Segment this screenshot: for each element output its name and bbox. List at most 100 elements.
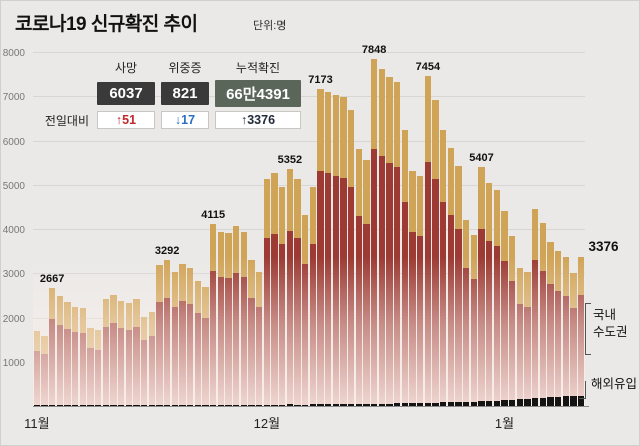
compare-label: 전일대비 bbox=[44, 113, 89, 128]
gridline bbox=[33, 229, 585, 230]
bar bbox=[555, 250, 562, 406]
bar-domestic-segment bbox=[493, 190, 500, 247]
bar-domestic-segment bbox=[386, 77, 393, 163]
bar bbox=[279, 187, 286, 406]
bar bbox=[79, 307, 86, 406]
annotation-label: 3292 bbox=[154, 245, 180, 258]
bar-metro-segment bbox=[386, 162, 393, 406]
annotation-label: 2667 bbox=[39, 273, 65, 285]
bar bbox=[110, 294, 117, 406]
bar-domestic-segment bbox=[394, 82, 401, 167]
bar-metro-segment bbox=[570, 307, 577, 406]
bar-domestic-segment bbox=[332, 95, 339, 177]
annotation-label: 5352 bbox=[277, 154, 303, 167]
bar-domestic-segment bbox=[41, 335, 48, 354]
bar-metro-segment bbox=[187, 303, 194, 406]
bar bbox=[509, 236, 516, 406]
overseas-bar bbox=[532, 398, 539, 406]
bar-domestic-segment bbox=[225, 233, 232, 279]
unit-label: 단위:명 bbox=[253, 20, 287, 32]
bar-domestic-segment bbox=[187, 267, 194, 304]
bar-metro-segment bbox=[325, 173, 332, 406]
bar-domestic-segment bbox=[578, 256, 585, 296]
bar-domestic-segment bbox=[217, 231, 224, 278]
bar-domestic-segment bbox=[263, 179, 270, 239]
bar bbox=[286, 169, 293, 406]
bar-domestic-segment bbox=[532, 209, 539, 261]
bar bbox=[171, 271, 178, 406]
bar-metro-segment bbox=[87, 348, 94, 406]
bar-metro-segment bbox=[371, 149, 378, 406]
bar bbox=[87, 328, 94, 406]
bar-metro-segment bbox=[133, 326, 140, 406]
bar-metro-segment bbox=[432, 179, 439, 406]
bar-metro-segment bbox=[486, 241, 493, 406]
bar-domestic-segment bbox=[56, 296, 63, 325]
x-axis-labels: 11월 12월 1월 bbox=[24, 53, 585, 431]
legend-overseas-pointer-line bbox=[579, 381, 586, 399]
stat-value-deaths: 6037 bbox=[97, 82, 155, 105]
bar bbox=[233, 226, 240, 406]
bar-metro-segment bbox=[210, 271, 217, 406]
bar-domestic-segment bbox=[447, 147, 454, 215]
annotations-layer: 2667 3292 4115 5352 7173 7848 7454 5407 3376 bbox=[33, 44, 619, 407]
stat-value-cumulative: 66만4391 bbox=[215, 80, 301, 107]
bar-domestic-segment bbox=[141, 317, 148, 341]
bar-metro-segment bbox=[294, 238, 301, 406]
legend-metro-label: 수도권 bbox=[593, 325, 628, 339]
bar bbox=[386, 77, 393, 406]
bar bbox=[95, 330, 102, 406]
y-tick-label: 2000 bbox=[2, 313, 25, 325]
stat-value-severe: 821 bbox=[161, 82, 209, 105]
legend-domestic-metro: 국내 수도권 bbox=[593, 307, 628, 341]
bar bbox=[317, 88, 324, 406]
bar-metro-segment bbox=[562, 295, 569, 406]
bar-metro-segment bbox=[478, 228, 485, 406]
bar bbox=[72, 306, 79, 406]
bar-domestic-segment bbox=[49, 288, 56, 319]
bar bbox=[486, 183, 493, 406]
bar-metro-segment bbox=[72, 332, 79, 406]
bar bbox=[56, 296, 63, 406]
bar-metro-segment bbox=[156, 301, 163, 406]
bar-domestic-segment bbox=[516, 267, 523, 304]
bar-metro-segment bbox=[148, 336, 155, 406]
bar-metro-segment bbox=[424, 161, 431, 406]
bar bbox=[363, 159, 370, 406]
bar bbox=[263, 179, 270, 406]
bar-metro-segment bbox=[348, 186, 355, 406]
bar-metro-segment bbox=[355, 215, 362, 406]
bar-domestic-segment bbox=[401, 130, 408, 202]
bar-domestic-segment bbox=[378, 68, 385, 157]
bar bbox=[340, 97, 347, 406]
bar bbox=[240, 232, 247, 406]
y-tick-label: 1000 bbox=[2, 357, 25, 369]
bar bbox=[271, 172, 278, 406]
bar bbox=[501, 210, 508, 406]
bar-domestic-segment bbox=[524, 272, 531, 307]
bar-domestic-segment bbox=[179, 263, 186, 301]
bar-metro-segment bbox=[102, 326, 109, 406]
y-tick-label: 4000 bbox=[2, 225, 25, 236]
legend-domestic-bracket bbox=[585, 303, 591, 355]
bar-domestic-segment bbox=[417, 175, 424, 236]
bar-metro-segment bbox=[493, 246, 500, 406]
annotation-label: 5407 bbox=[469, 151, 494, 164]
bar-domestic-segment bbox=[371, 58, 378, 149]
bar-domestic-segment bbox=[547, 241, 554, 285]
bar-metro-segment bbox=[447, 214, 454, 406]
bar bbox=[49, 288, 56, 406]
bar-metro-segment bbox=[225, 278, 232, 406]
bar bbox=[179, 263, 186, 406]
bar bbox=[524, 272, 531, 406]
bar bbox=[493, 190, 500, 406]
bar bbox=[294, 179, 301, 406]
overseas-bar bbox=[570, 396, 577, 406]
bar bbox=[148, 311, 155, 406]
bar-metro-segment bbox=[79, 333, 86, 406]
bar bbox=[217, 231, 224, 406]
bar bbox=[562, 256, 569, 406]
bar bbox=[202, 286, 209, 406]
month-label: 1월 bbox=[494, 416, 515, 431]
bar-metro-segment bbox=[516, 303, 523, 406]
